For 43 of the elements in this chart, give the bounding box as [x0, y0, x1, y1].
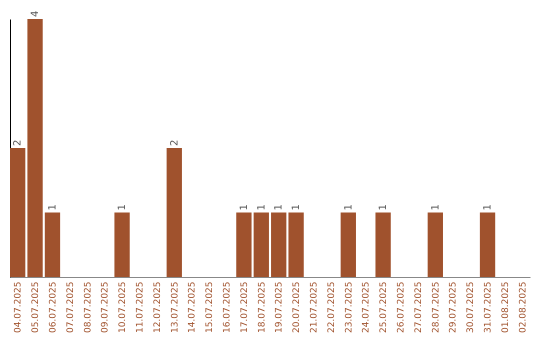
x-tick-label: 05.07.2025: [31, 282, 42, 334]
x-tick-label: 20.07.2025: [292, 282, 302, 334]
x-tick-label: 31.07.2025: [484, 282, 494, 334]
x-tick-label: 26.07.2025: [396, 282, 407, 334]
data-label: 1: [482, 204, 494, 210]
x-tick-label: 12.07.2025: [152, 282, 163, 334]
x-tick-label: 17.07.2025: [240, 282, 250, 334]
x-tick-label: 13.07.2025: [170, 282, 180, 334]
x-tick-label: 07.07.2025: [66, 282, 76, 334]
x-tick-label: 15.07.2025: [205, 282, 216, 334]
x-tick-label: 30.07.2025: [466, 282, 476, 334]
x-tick-label: 04.07.2025: [14, 282, 24, 334]
x-tick-label: 29.07.2025: [448, 282, 459, 334]
x-tick-label: 27.07.2025: [414, 282, 424, 334]
x-tick-label: 10.07.2025: [118, 282, 128, 334]
data-label: 1: [256, 204, 268, 210]
data-label: 1: [238, 204, 250, 210]
data-label: 1: [274, 204, 285, 210]
x-tick-label: 25.07.2025: [379, 282, 390, 334]
x-tick-label: 21.07.2025: [310, 282, 320, 334]
x-tick-label: 18.07.2025: [257, 282, 268, 334]
data-label: 2: [12, 140, 24, 146]
x-tick-label: 01.08.2025: [500, 282, 511, 334]
data-label: 1: [291, 204, 302, 210]
x-tick-label: 02.08.2025: [518, 282, 528, 334]
data-label: 2: [169, 140, 180, 146]
data-label: 4: [30, 10, 42, 17]
x-tick-label: 23.07.2025: [344, 282, 354, 334]
x-tick-label: 09.07.2025: [100, 282, 111, 334]
data-label: 1: [117, 204, 128, 210]
x-tick-label: 14.07.2025: [188, 282, 198, 334]
x-tick-label: 19.07.2025: [274, 282, 285, 334]
data-label: 1: [378, 204, 390, 210]
x-tick-label: 08.07.2025: [83, 282, 94, 334]
x-tick-label: 22.07.2025: [326, 282, 337, 334]
x-tick-label: 24.07.2025: [362, 282, 372, 334]
data-label: 1: [47, 204, 58, 210]
x-tick-label: 16.07.2025: [222, 282, 232, 334]
data-label: 1: [343, 204, 354, 210]
x-tick-label: 11.07.2025: [135, 282, 146, 334]
x-tick-label: 06.07.2025: [48, 282, 58, 334]
data-label: 1: [430, 204, 442, 210]
x-tick-label: 28.07.2025: [431, 282, 442, 334]
